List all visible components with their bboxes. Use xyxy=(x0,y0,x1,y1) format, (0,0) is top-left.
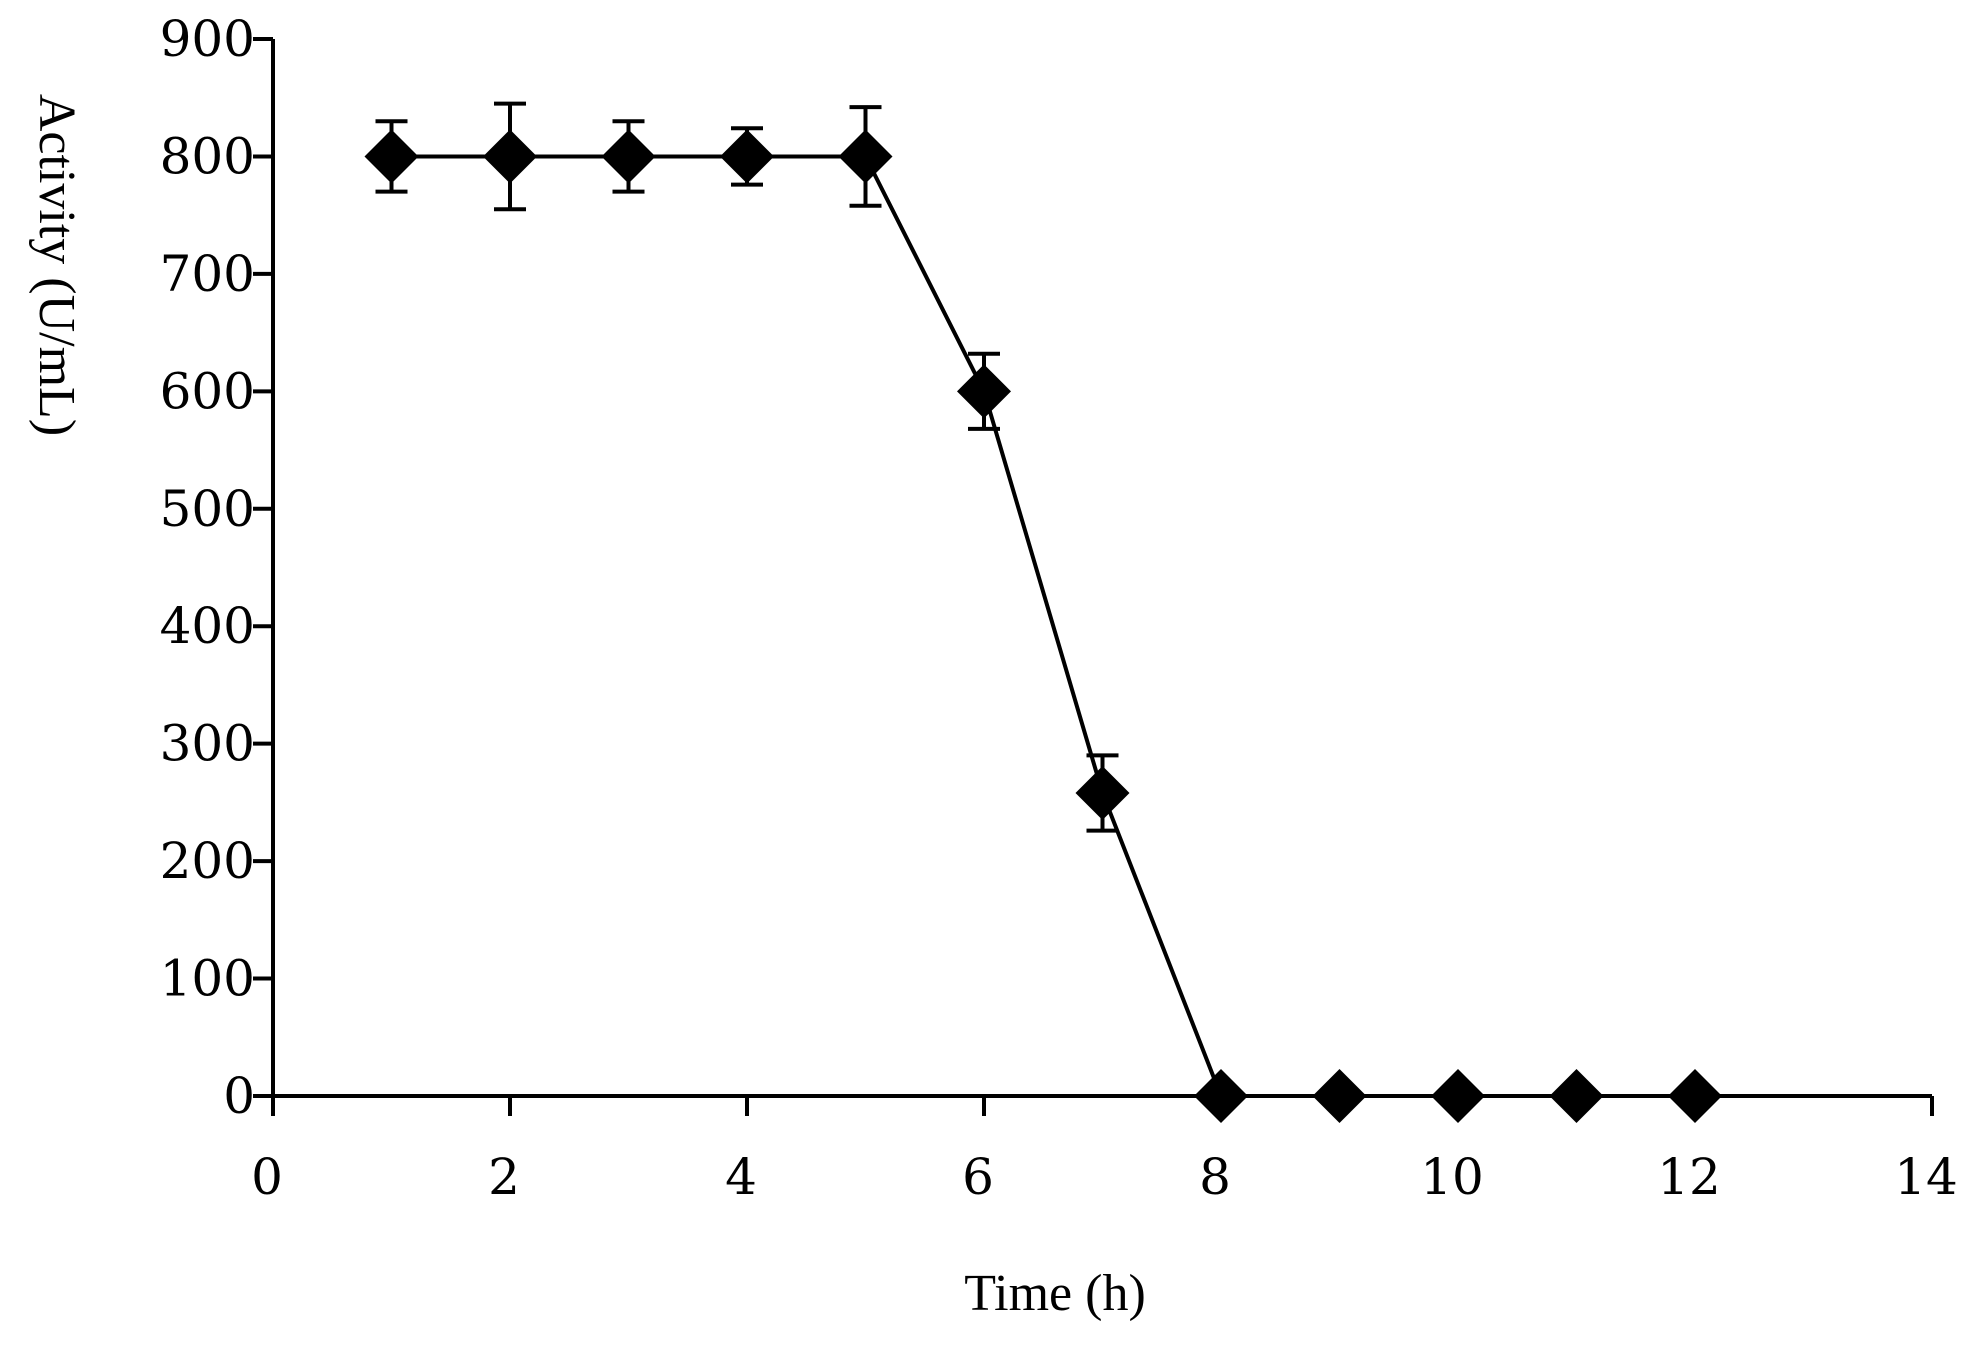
x-axis-title: Time (h) xyxy=(964,1265,1146,1322)
y-tick-label: 0 xyxy=(223,1067,255,1125)
y-tick-label: 600 xyxy=(160,362,255,420)
data-point-marker xyxy=(957,364,1011,419)
y-tick-label: 700 xyxy=(160,245,255,303)
x-tick-label: 6 xyxy=(962,1148,994,1206)
data-series xyxy=(364,101,1722,1123)
y-axis: 0 100 200 300 400 500 600 700 800 900 xyxy=(160,10,275,1125)
y-tick-label: 100 xyxy=(160,950,255,1008)
x-tick-label: 10 xyxy=(1420,1148,1484,1206)
y-tick-label: 500 xyxy=(160,480,255,538)
data-point-marker xyxy=(1668,1069,1722,1123)
data-point-marker xyxy=(1075,765,1130,820)
data-point-marker xyxy=(1312,1069,1367,1123)
data-point-marker xyxy=(364,129,419,184)
x-tick-label: 2 xyxy=(488,1148,520,1206)
data-point-marker xyxy=(838,129,893,184)
y-tick-label: 800 xyxy=(160,127,255,185)
series-line xyxy=(391,154,1695,1098)
data-point-marker xyxy=(720,129,774,184)
y-tick-label: 200 xyxy=(160,832,255,890)
y-axis-title: Activity (U/mL) xyxy=(28,94,85,436)
x-tick-label: 4 xyxy=(725,1148,757,1206)
x-tick-label: 0 xyxy=(251,1148,283,1206)
data-point-marker xyxy=(1549,1069,1604,1123)
data-point-marker xyxy=(601,129,656,184)
x-tick-label: 12 xyxy=(1657,1148,1721,1206)
y-tick-label: 900 xyxy=(160,10,255,68)
y-tick-label: 300 xyxy=(160,715,255,773)
y-tick-label: 400 xyxy=(160,597,255,655)
data-point-marker xyxy=(1431,1069,1485,1123)
x-tick-label: 14 xyxy=(1894,1148,1958,1206)
data-point-marker xyxy=(1194,1069,1248,1123)
x-tick-label: 8 xyxy=(1199,1148,1231,1206)
data-point-marker xyxy=(483,129,537,184)
